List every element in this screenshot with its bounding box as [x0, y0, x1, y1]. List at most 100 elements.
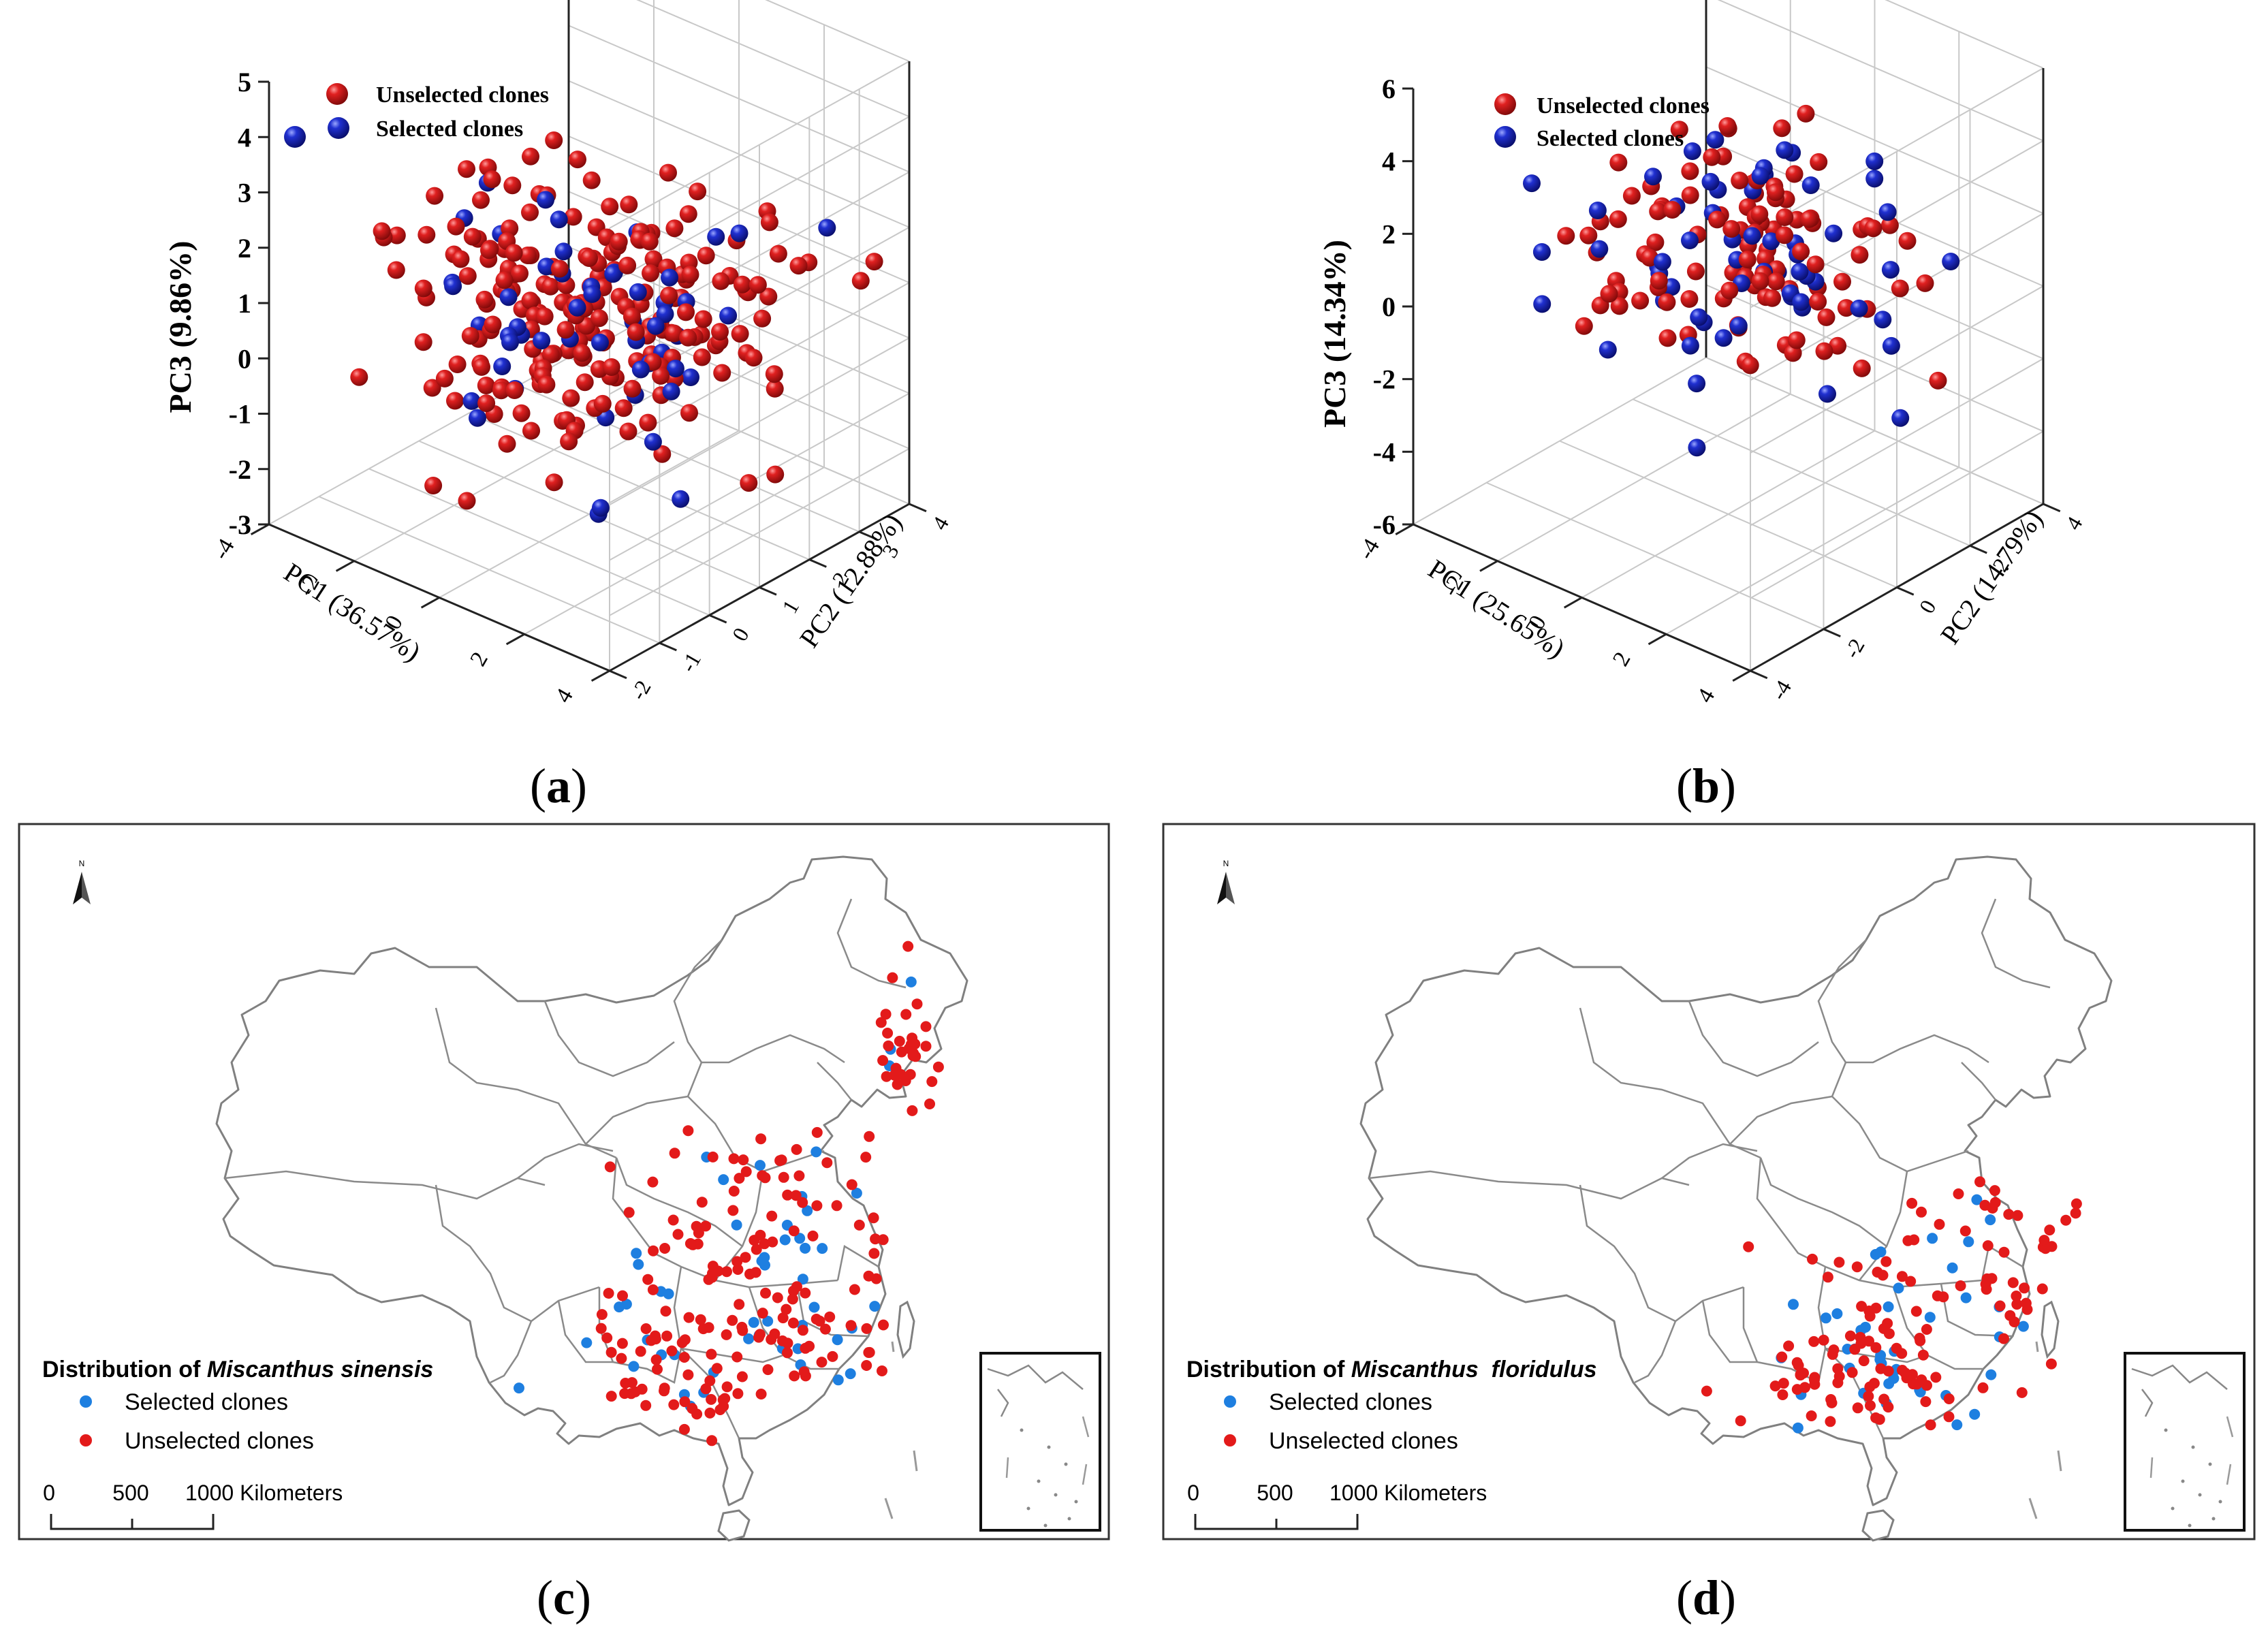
unselected-clone-location	[617, 1290, 628, 1301]
selected-clone-point	[672, 490, 690, 508]
unselected-clone-location	[2021, 1303, 2033, 1315]
selected-clone-point	[1706, 131, 1724, 149]
z-tick-label: 5	[238, 67, 251, 97]
inset-island	[2164, 1428, 2168, 1432]
grid-line	[468, 412, 810, 560]
unselected-clone-point	[458, 160, 475, 178]
unselected-clone-location	[819, 1323, 831, 1335]
unselected-clone-point	[414, 279, 432, 298]
unselected-clone-location	[883, 1040, 894, 1052]
unselected-clone-location	[605, 1346, 617, 1358]
z-tick-label: -2	[229, 454, 251, 485]
inset-island	[1047, 1445, 1051, 1449]
y-tick-label: -2	[1839, 634, 1870, 662]
province-border	[836, 898, 907, 989]
inset-island	[1064, 1462, 1068, 1466]
panel-c-legend-selected-label: Selected clones	[125, 1389, 288, 1415]
unselected-clone-location	[616, 1338, 628, 1349]
unselected-clone-location	[1989, 1185, 2000, 1197]
unselected-clone-location	[734, 1299, 745, 1310]
unselected-clone-location	[1868, 1378, 1880, 1389]
x-tick-mark	[1732, 669, 1751, 682]
unselected-clone-location	[731, 1256, 743, 1267]
unselected-clone-point	[521, 203, 539, 221]
unselected-clone-location	[2036, 1283, 2048, 1295]
unselected-clone-location	[759, 1238, 770, 1250]
north-arrow-d-left-half-icon	[1217, 872, 1226, 904]
selected-clone-location	[1893, 1282, 1904, 1294]
unselected-clone-location	[861, 1323, 872, 1334]
unselected-clone-point	[627, 323, 645, 341]
selected-clone-point	[1590, 240, 1609, 258]
x-tick-mark	[1648, 633, 1667, 646]
unselected-clone-location	[1911, 1378, 1923, 1390]
unselected-clone-location	[892, 1079, 903, 1090]
selected-clone-point	[1825, 224, 1843, 242]
inset-island	[1037, 1479, 1041, 1483]
unselected-clone-point	[498, 434, 516, 453]
unselected-clone-location	[660, 1306, 672, 1317]
unselected-clone-location	[1778, 1378, 1789, 1389]
panel-d-scale-500: 500	[1257, 1481, 1293, 1505]
unselected-clone-location	[1743, 1241, 1754, 1252]
unselected-clone-location	[1776, 1351, 1788, 1363]
selected-clone-point	[1588, 202, 1607, 219]
unselected-clone-point	[1650, 272, 1668, 290]
z-tick-label: 3	[238, 178, 251, 208]
unselected-clone-point	[1557, 227, 1575, 245]
panel-b-x-axis-label: PC1 (25.65%)	[1423, 553, 1570, 663]
unselected-clone-location	[831, 1200, 842, 1212]
unselected-clone-location	[788, 1225, 800, 1237]
selected-clone-location	[514, 1382, 524, 1394]
selected-clone-location	[620, 1299, 632, 1310]
selected-clone-point	[469, 409, 486, 427]
panel-a-legend-selected-marker-outlier	[284, 126, 306, 148]
unselected-clone-point	[731, 325, 749, 343]
z-tick-label: -1	[229, 399, 251, 430]
unselected-clone-location	[1735, 1415, 1746, 1427]
unselected-clone-location	[635, 1346, 646, 1357]
caption-a: (a)	[530, 759, 587, 813]
unselected-clone-point	[541, 345, 560, 364]
unselected-clone-location	[1769, 1380, 1781, 1392]
selected-clone-location	[832, 1374, 844, 1386]
unselected-clone-point	[492, 381, 510, 400]
unselected-clone-point	[1837, 299, 1855, 317]
unselected-clone-point	[865, 253, 883, 271]
unselected-clone-location	[1877, 1269, 1889, 1281]
unselected-clone-point	[1797, 104, 1815, 123]
unselected-clone-location	[2019, 1282, 2030, 1294]
unselected-clone-point	[560, 432, 578, 451]
z-tick-label: 0	[1382, 291, 1396, 322]
north-label-d: N	[1223, 859, 1229, 868]
selected-clone-point	[1743, 227, 1761, 245]
unselected-clone-location	[907, 1105, 918, 1116]
unselected-clone-location	[2070, 1207, 2081, 1219]
unselected-clone-location	[623, 1207, 635, 1218]
panel-d-scale-1000: 1000 Kilometers	[1329, 1481, 1487, 1505]
z-tick-label: 2	[238, 233, 251, 264]
selected-clone-point	[444, 277, 462, 296]
unselected-clone-point	[1649, 202, 1667, 221]
selected-clone-location	[808, 1301, 820, 1313]
unselected-clone-location	[1870, 1342, 1882, 1353]
unselected-clone-location	[678, 1423, 690, 1435]
unselected-clone-point	[693, 348, 711, 366]
inset-coastline	[2141, 1389, 2154, 1417]
panel-d-legend-unselected-marker	[1224, 1434, 1236, 1447]
unselected-clone-location	[772, 1292, 783, 1303]
selected-clone-location	[1969, 1408, 1981, 1420]
panel-c-legend-title: Distribution of Miscanthus sinensis	[42, 1357, 433, 1382]
y-tick-mark	[609, 669, 627, 680]
unselected-clone-location	[926, 1076, 938, 1088]
z-tick-label: -2	[1373, 364, 1396, 395]
province-border	[1859, 1171, 1908, 1281]
unselected-clone-point	[475, 290, 494, 309]
unselected-clone-point	[681, 266, 699, 284]
unselected-clone-point	[521, 291, 539, 310]
unselected-clone-point	[562, 389, 580, 407]
unselected-clone-location	[932, 1061, 944, 1073]
unselected-clone-location	[1791, 1357, 1803, 1368]
selected-clone-point	[1690, 308, 1708, 326]
